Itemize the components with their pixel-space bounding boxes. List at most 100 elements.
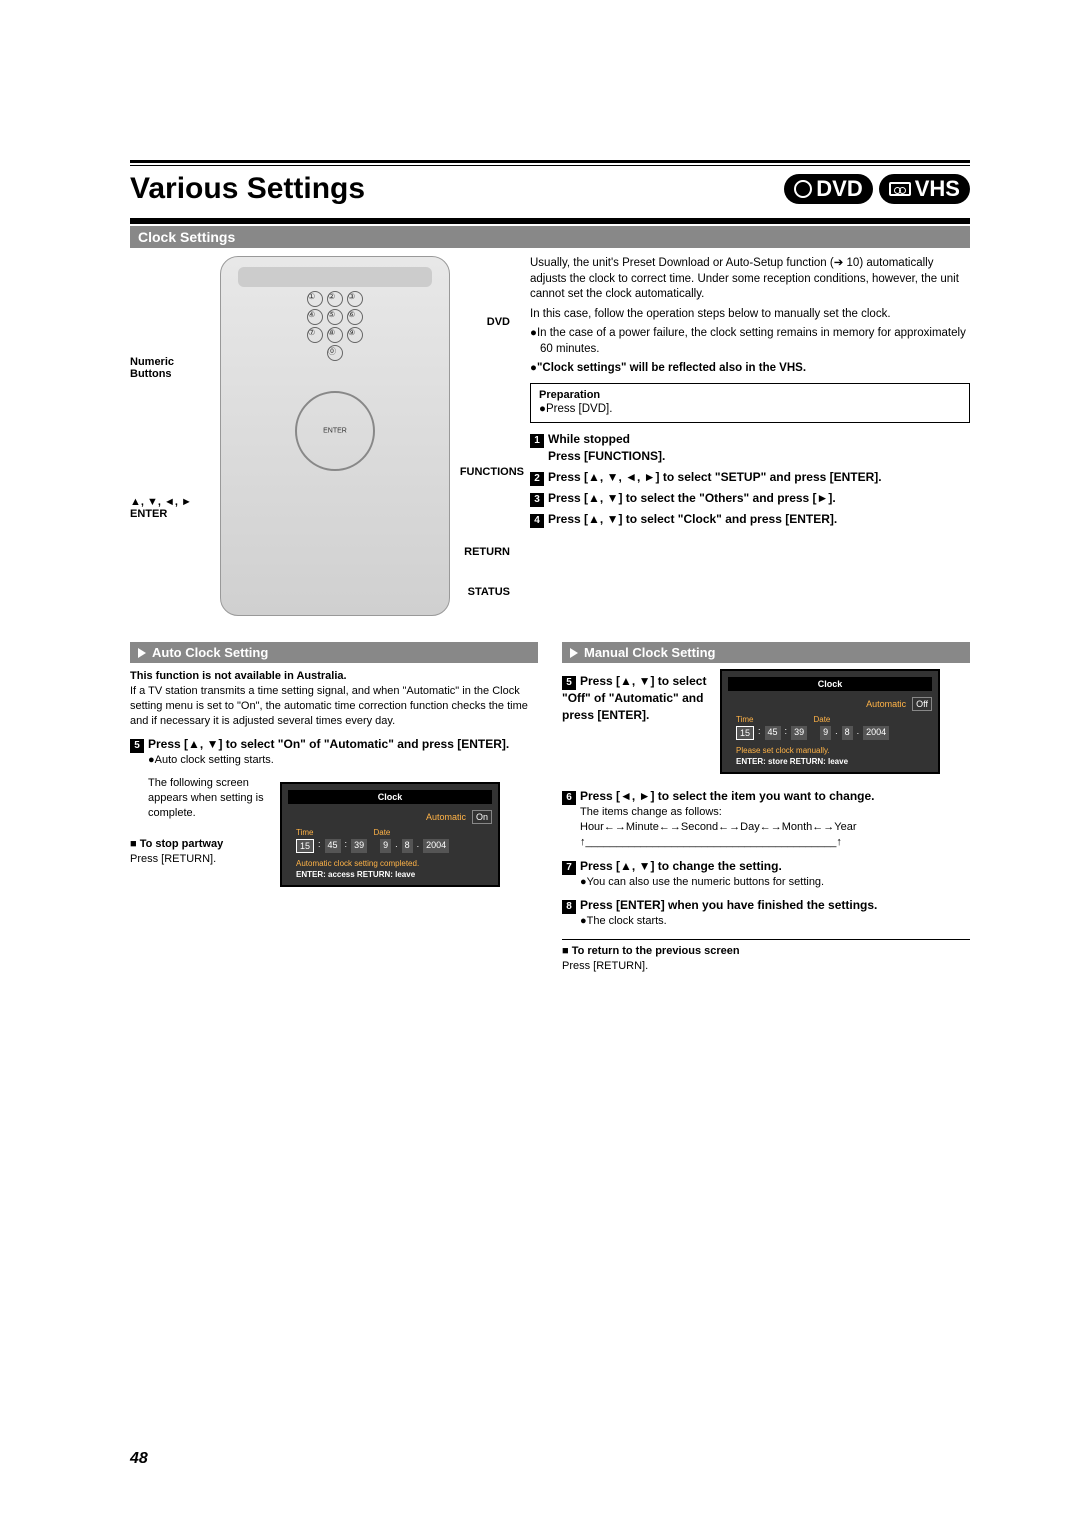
clock-off-title: Clock bbox=[728, 677, 932, 691]
clock-on-foot: ENTER: access RETURN: leave bbox=[296, 870, 492, 879]
label-arrows: ▲, ▼, ◄, ► ENTER bbox=[130, 496, 192, 520]
clock-off-y: 2004 bbox=[863, 726, 889, 740]
badge-vhs-label: VHS bbox=[915, 176, 960, 202]
step-1: 1 While stopped Press [FUNCTIONS]. bbox=[530, 431, 970, 465]
clock-on-auto-label: Automatic bbox=[426, 812, 466, 822]
clock-on-time-label: Time bbox=[296, 828, 313, 837]
step-4-text: Press [▲, ▼] to select "Clock" and press… bbox=[548, 512, 837, 526]
auto-p1: If a TV station transmits a time setting… bbox=[130, 684, 538, 729]
auto-stop-hdr: ■ To stop partway bbox=[130, 837, 270, 852]
manual-header-text: Manual Clock Setting bbox=[584, 645, 715, 660]
manual-s6-loop: ↑_______________________________________… bbox=[580, 835, 970, 850]
label-status: STATUS bbox=[468, 586, 510, 598]
step-num-5a: 5 bbox=[130, 739, 144, 753]
intro-b2: ●"Clock settings" will be reflected also… bbox=[530, 361, 970, 377]
step-4: 4 Press [▲, ▼] to select "Clock" and pres… bbox=[530, 511, 970, 528]
step-num-3: 3 bbox=[530, 493, 544, 507]
badges: DVD VHS bbox=[784, 174, 970, 204]
clock-on-m: 45 bbox=[325, 839, 341, 853]
manual-s8sub: ●The clock starts. bbox=[580, 914, 970, 929]
clock-panel-off: Clock AutomaticOff TimeDate 15: 45: 39 9… bbox=[720, 669, 940, 774]
clock-off-d: 9 bbox=[820, 726, 831, 740]
clock-on-y: 2004 bbox=[423, 839, 449, 853]
badge-vhs: VHS bbox=[879, 174, 970, 204]
clock-off-auto-label: Automatic bbox=[866, 699, 906, 709]
step-num-2: 2 bbox=[530, 472, 544, 486]
clock-off-s: 39 bbox=[791, 726, 807, 740]
step-2-text: Press [▲, ▼, ◄, ►] to select "SETUP" and… bbox=[548, 470, 882, 484]
prep-header: Preparation bbox=[539, 388, 961, 403]
header-rule bbox=[130, 160, 970, 166]
manual-step-5: 5Press [▲, ▼] to select "Off" of "Automa… bbox=[562, 673, 712, 724]
auto-step-5: 5 Press [▲, ▼] to select "On" of "Automat… bbox=[130, 736, 538, 753]
auto-stop-line: Press [RETURN]. bbox=[130, 852, 270, 867]
tape-icon bbox=[889, 182, 911, 196]
clock-off-date-label: Date bbox=[813, 715, 830, 724]
auto-header-text: Auto Clock Setting bbox=[152, 645, 268, 660]
tri-icon-2 bbox=[570, 648, 578, 658]
step-num-4: 4 bbox=[530, 514, 544, 528]
manual-step-7: 7 Press [▲, ▼] to change the setting. bbox=[562, 858, 970, 875]
title-row: Various Settings DVD VHS bbox=[130, 172, 970, 206]
clock-on-h: 15 bbox=[296, 839, 314, 853]
manual-s8: Press [ENTER] when you have finished the… bbox=[580, 898, 877, 912]
clock-on-d: 9 bbox=[380, 839, 391, 853]
clock-on-msg: Automatic clock setting completed. bbox=[296, 859, 492, 868]
clock-off-msg: Please set clock manually. bbox=[736, 746, 932, 755]
remote-illustration: ①②③ ④⑤⑥ ⑦⑧⑨ ⓪ ENTER bbox=[220, 256, 450, 616]
step-num-1: 1 bbox=[530, 434, 544, 448]
manual-s7sub: ●You can also use the numeric buttons fo… bbox=[580, 875, 970, 890]
clock-on-title: Clock bbox=[288, 790, 492, 804]
badge-dvd-label: DVD bbox=[816, 176, 862, 202]
step-1a: While stopped bbox=[548, 432, 630, 446]
auto-screen-note: The following screen appears when settin… bbox=[148, 776, 270, 821]
sub-header-auto: Auto Clock Setting bbox=[130, 642, 538, 663]
top-section: ①②③ ④⑤⑥ ⑦⑧⑨ ⓪ ENTER DVD Numeric Buttons … bbox=[130, 256, 970, 626]
label-numeric: Numeric Buttons bbox=[130, 356, 174, 380]
intro-p2: In this case, follow the operation steps… bbox=[530, 307, 970, 323]
manual-s6sub1: The items change as follows: bbox=[580, 805, 970, 820]
clock-off-time-label: Time bbox=[736, 715, 753, 724]
manual-s6sub2: Hour←→Minute←→Second←→Day←→Month←→Year bbox=[580, 820, 970, 835]
col-auto: Auto Clock Setting This function is not … bbox=[130, 642, 538, 974]
clock-on-date-label: Date bbox=[373, 828, 390, 837]
clock-off-m: 45 bbox=[765, 726, 781, 740]
manual-step-6: 6 Press [◄, ►] to select the item you wan… bbox=[562, 788, 970, 805]
col-manual: Manual Clock Setting 5Press [▲, ▼] to se… bbox=[562, 642, 970, 974]
clock-on-auto-val: On bbox=[472, 810, 492, 824]
disc-icon bbox=[794, 180, 812, 198]
step-3-text: Press [▲, ▼] to select the "Others" and … bbox=[548, 491, 836, 505]
sub-header-manual: Manual Clock Setting bbox=[562, 642, 970, 663]
step-2: 2 Press [▲, ▼, ◄, ►] to select "SETUP" an… bbox=[530, 469, 970, 486]
clock-panel-on: Clock AutomaticOn TimeDate 15: 45: 39 9.… bbox=[280, 782, 500, 887]
label-return: RETURN bbox=[464, 546, 510, 558]
manual-step-8: 8 Press [ENTER] when you have finished th… bbox=[562, 897, 970, 914]
clock-off-h: 15 bbox=[736, 726, 754, 740]
step-1b: Press [FUNCTIONS]. bbox=[548, 449, 665, 463]
step-num-8: 8 bbox=[562, 900, 576, 914]
clock-off-foot: ENTER: store RETURN: leave bbox=[736, 757, 932, 766]
intro-p1: Usually, the unit's Preset Download or A… bbox=[530, 256, 970, 303]
label-dvd: DVD bbox=[487, 316, 510, 328]
auto-note: This function is not available in Austra… bbox=[130, 669, 538, 684]
clock-on-mo: 8 bbox=[402, 839, 413, 853]
step-num-7: 7 bbox=[562, 861, 576, 875]
step-num-5m: 5 bbox=[562, 676, 576, 690]
intro-text: Usually, the unit's Preset Download or A… bbox=[530, 256, 970, 626]
manual-s5: Press [▲, ▼] to select "Off" of "Automat… bbox=[562, 674, 706, 722]
step-num-6: 6 bbox=[562, 791, 576, 805]
intro-b1: ●In the case of a power failure, the clo… bbox=[530, 326, 970, 357]
manual-ret-line: Press [RETURN]. bbox=[562, 959, 970, 974]
tri-icon bbox=[138, 648, 146, 658]
manual-s6: Press [◄, ►] to select the item you want… bbox=[580, 789, 874, 803]
prep-box: Preparation ●Press [DVD]. bbox=[530, 383, 970, 423]
manual-s7: Press [▲, ▼] to change the setting. bbox=[580, 859, 782, 873]
clock-off-auto-val: Off bbox=[912, 697, 932, 711]
remote-column: ①②③ ④⑤⑥ ⑦⑧⑨ ⓪ ENTER DVD Numeric Buttons … bbox=[130, 256, 510, 626]
clock-on-s: 39 bbox=[351, 839, 367, 853]
clock-off-mo: 8 bbox=[842, 726, 853, 740]
black-bar bbox=[130, 218, 970, 224]
auto-s5: Press [▲, ▼] to select "On" of "Automati… bbox=[148, 737, 509, 751]
section-header-clock: Clock Settings bbox=[130, 226, 970, 248]
badge-dvd: DVD bbox=[784, 174, 872, 204]
